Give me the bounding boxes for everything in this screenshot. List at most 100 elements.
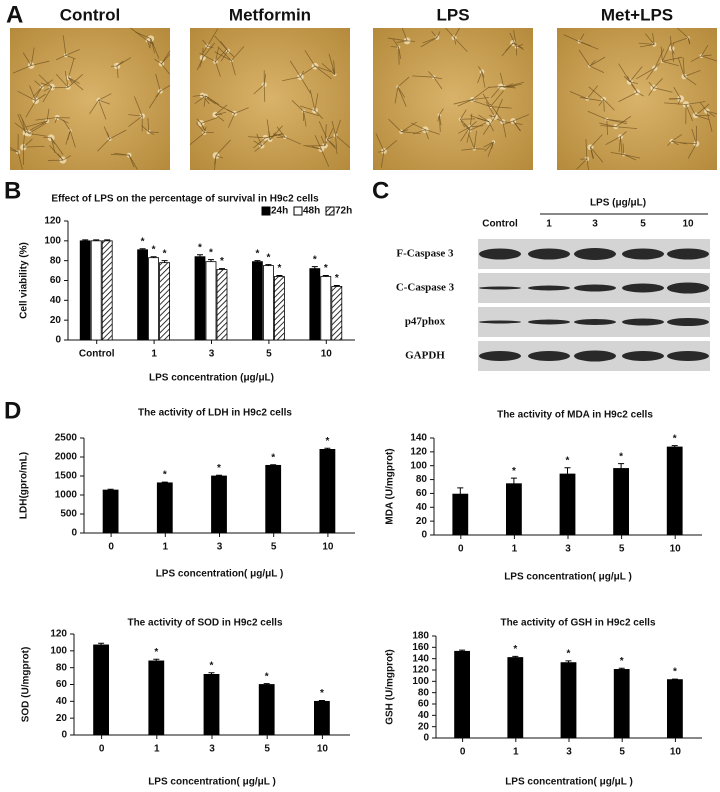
- cell-process: [701, 45, 709, 57]
- cell-process: [453, 37, 457, 45]
- y-tick-label: 0: [55, 335, 61, 346]
- cell-process: [618, 63, 631, 82]
- cell-process: [300, 76, 312, 94]
- cell-process: [672, 37, 689, 44]
- y-tick-label: 0: [71, 528, 77, 539]
- significance-mark: *: [673, 433, 677, 444]
- micrograph-label: Metformin: [229, 5, 311, 24]
- cell-process: [629, 66, 643, 82]
- cell-process: [460, 126, 471, 142]
- bar: [79, 240, 91, 341]
- cell-process: [623, 154, 637, 161]
- cell-process: [424, 129, 429, 140]
- bar: [319, 448, 336, 534]
- cell-process: [673, 87, 681, 99]
- cell-process: [160, 85, 171, 92]
- cell-process: [587, 110, 608, 120]
- cell-process: [328, 53, 336, 75]
- y-tick-label: 80: [416, 474, 428, 485]
- protein-label: C-Caspase 3: [396, 282, 455, 294]
- significance-mark: *: [198, 242, 202, 253]
- cell-process: [327, 139, 337, 149]
- cell-process: [205, 95, 222, 108]
- micrograph-bg: [190, 28, 350, 170]
- significance-mark: *: [220, 256, 224, 267]
- y-tick-label: 1500: [55, 471, 78, 482]
- significance-mark: *: [255, 248, 259, 259]
- y-tick-label: 40: [416, 502, 428, 513]
- error-bar: [104, 239, 111, 241]
- cell-process: [40, 120, 48, 125]
- x-tick-label: 3: [209, 744, 215, 755]
- cell-process: [50, 137, 56, 154]
- panel-label: C: [372, 177, 389, 204]
- cell-process: [470, 125, 484, 128]
- cell-process: [207, 28, 219, 47]
- significance-mark: *: [266, 252, 270, 263]
- cell-process: [57, 153, 64, 161]
- cell-process: [22, 52, 32, 66]
- y-tick-label: 60: [56, 679, 68, 690]
- cell-process: [468, 133, 475, 149]
- error-bar: [197, 254, 203, 257]
- cell-process: [427, 71, 435, 78]
- cell-process: [335, 135, 338, 154]
- cell-process: [154, 58, 162, 65]
- cell-process: [469, 121, 477, 128]
- cell-process: [470, 99, 491, 108]
- cell-process: [14, 122, 30, 134]
- error-bar: [333, 284, 340, 287]
- y-tick-label: 40: [418, 710, 430, 721]
- significance-mark: *: [566, 455, 570, 466]
- x-tick-label: 5: [264, 744, 270, 755]
- cell-process: [453, 37, 468, 53]
- cell-process: [200, 117, 218, 124]
- significance-mark: *: [335, 273, 339, 284]
- y-axis-label: GSH (U/mgprot): [385, 649, 396, 725]
- cell-process: [671, 140, 679, 146]
- cell-process: [488, 115, 496, 118]
- band: [528, 285, 570, 291]
- error-bar: [263, 683, 270, 685]
- cell-process: [603, 99, 605, 112]
- cell-process: [483, 141, 494, 148]
- y-axis-label: LDH(gpro/mL): [19, 452, 30, 519]
- cell-process: [199, 57, 204, 68]
- y-tick-label: 80: [50, 255, 62, 266]
- cell-process: [671, 48, 675, 62]
- legend-label: 24h: [271, 206, 288, 217]
- error-bar: [671, 445, 678, 448]
- bar: [101, 240, 113, 341]
- band: [479, 320, 521, 324]
- error-bar: [208, 259, 214, 262]
- cell-process: [314, 65, 332, 80]
- band: [574, 319, 616, 325]
- cell-process: [615, 126, 638, 130]
- cell-process: [43, 86, 52, 92]
- cell-process: [401, 121, 418, 133]
- cell-process: [303, 111, 307, 127]
- cell-process: [615, 115, 632, 128]
- significance-mark: *: [141, 236, 145, 247]
- protein-label: F-Caspase 3: [396, 248, 454, 260]
- cell-process: [377, 150, 385, 153]
- cell-process: [161, 63, 170, 75]
- error-bar: [98, 642, 105, 645]
- cell-process: [664, 102, 686, 105]
- cell-process: [202, 42, 215, 59]
- cell-process: [425, 129, 440, 135]
- cell-process: [438, 108, 444, 116]
- cell-process: [194, 95, 206, 104]
- cell-process: [215, 104, 228, 115]
- cell-process: [635, 67, 655, 80]
- y-tick-label: 20: [418, 721, 430, 732]
- error-bar: [270, 464, 277, 466]
- x-tick-label: 5: [266, 349, 272, 360]
- bar: [507, 657, 524, 739]
- bar: [258, 684, 275, 736]
- cell-process: [98, 99, 111, 105]
- cell-process: [620, 136, 623, 156]
- panel-label: A: [6, 1, 23, 28]
- bar: [211, 475, 227, 534]
- cell-process: [215, 47, 219, 62]
